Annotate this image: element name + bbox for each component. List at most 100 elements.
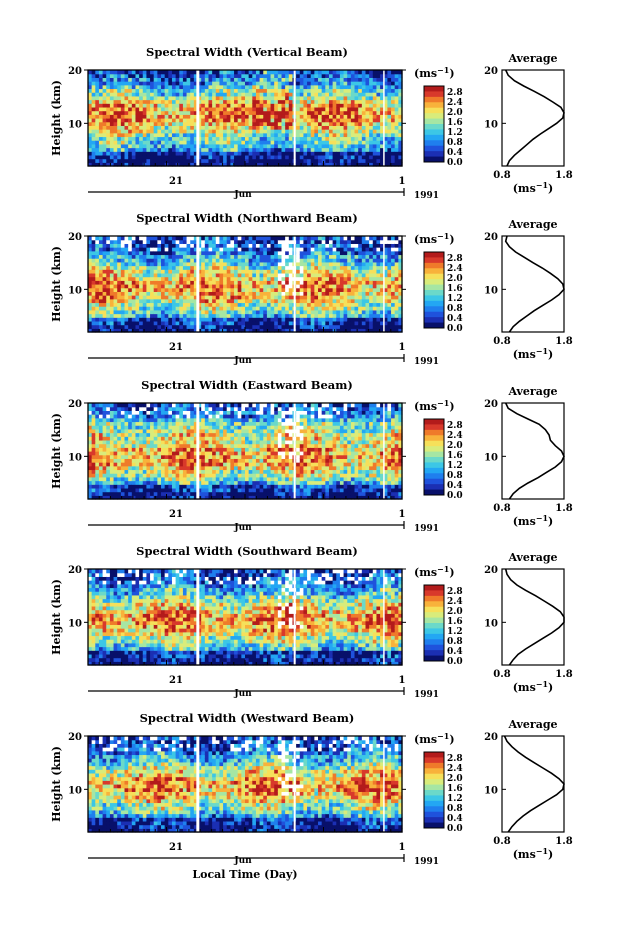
heatmap-cell [98,287,104,292]
heatmap-cell [248,243,253,248]
heatmap-cell [223,291,228,296]
heatmap-cell [204,162,210,167]
heatmap-cell [369,81,374,86]
heatmap-cell [270,92,275,97]
heatmap-cell [310,254,315,259]
heatmap-cell [109,239,115,244]
heatmap-cell [310,306,315,311]
heatmap-cell [369,280,374,285]
heatmap-cell [106,147,111,152]
heatmap-cell [197,136,202,141]
heatmap-cell [387,236,392,241]
heatmap-cell [117,451,122,456]
heatmap-cell [201,92,206,97]
heatmap-cell [347,250,352,256]
heatmap-cell [128,77,133,82]
heatmap-cell [109,129,115,134]
heatmap-cell [234,284,239,289]
heatmap-cell [117,447,122,452]
heatmap-cell [237,73,242,78]
heatmap-cell [91,403,96,408]
heatmap-cell [259,110,264,115]
heatmap-cell [113,140,118,145]
heatmap-cell [91,243,96,248]
heatmap-cell [310,103,315,108]
heatmap-cell [391,243,396,248]
heatmap-cell [372,77,378,82]
heatmap-cell [106,306,111,311]
heatmap-cell [328,110,334,115]
heatmap-cell [142,81,148,86]
heatmap-cell [325,70,330,75]
heatmap-cell [383,73,388,78]
heatmap-cell [398,81,403,86]
heatmap-cell [365,95,370,101]
heatmap-cell [372,99,378,104]
heatmap-cell [113,129,118,134]
heatmap-cell [106,254,111,259]
heatmap-cell [197,313,202,318]
heatmap-cell [339,99,345,104]
heatmap-cell [117,95,122,101]
heatmap-cell [266,121,272,126]
heatmap-cell [248,272,253,278]
heatmap-cell [190,272,195,278]
heatmap-cell [281,272,286,278]
heatmap-cell [102,254,107,259]
heatmap-cell [394,162,399,167]
heatmap-cell [307,258,312,263]
heatmap-cell [215,298,221,304]
heatmap-cell [124,291,129,296]
heatmap-cell [343,125,348,130]
heatmap-cell [142,73,148,78]
heatmap-cell [161,254,166,259]
heatmap-cell [252,118,257,123]
heatmap-cell [277,324,283,329]
heatmap-cell [372,73,378,78]
heatmap-cell [310,302,315,307]
heatmap-cell [339,258,345,263]
heatmap-cell [190,313,195,318]
heatmap-cell [270,239,275,244]
heatmap-cell [303,272,308,278]
heatmap-cell [299,129,305,134]
heatmap-cell [343,140,348,145]
heatmap-cell [142,317,148,322]
heatmap-cell [131,158,137,163]
heatmap-cell [226,298,231,304]
heatmap-cell [98,81,104,86]
heatmap-cell [387,243,392,248]
heatmap-cell [398,265,403,270]
heatmap-cell [98,147,104,152]
heatmap-cell [303,77,308,82]
heatmap-cell [106,406,111,411]
heatmap-cell [241,284,246,289]
heatmap-cell [361,306,367,311]
heatmap-cell [212,114,217,119]
heatmap-cell [142,239,148,244]
heatmap-cell [161,70,166,75]
heatmap-cell [358,73,363,78]
heatmap-cell [150,158,155,163]
heatmap-cell [394,317,399,322]
heatmap-cell [175,320,180,326]
heatmap-cell [277,121,283,126]
heatmap-cell [201,239,206,244]
heatmap-cell [394,140,399,145]
heatmap-cell [296,110,301,115]
heatmap-cell [161,143,166,149]
heatmap-cell [248,95,253,101]
heatmap-cell [102,114,107,119]
heatmap-cell [248,106,253,112]
heatmap-cell [102,239,107,244]
heatmap-cell [310,125,315,130]
heatmap-cell [391,313,396,318]
heatmap-cell [95,317,100,322]
heatmap-cell [109,81,115,86]
heatmap-cell [391,309,396,315]
heatmap-cell [109,236,115,241]
heatmap-cell [117,143,122,149]
heatmap-cell [197,154,202,160]
heatmap-cell [168,95,173,101]
heatmap-cell [150,125,155,130]
